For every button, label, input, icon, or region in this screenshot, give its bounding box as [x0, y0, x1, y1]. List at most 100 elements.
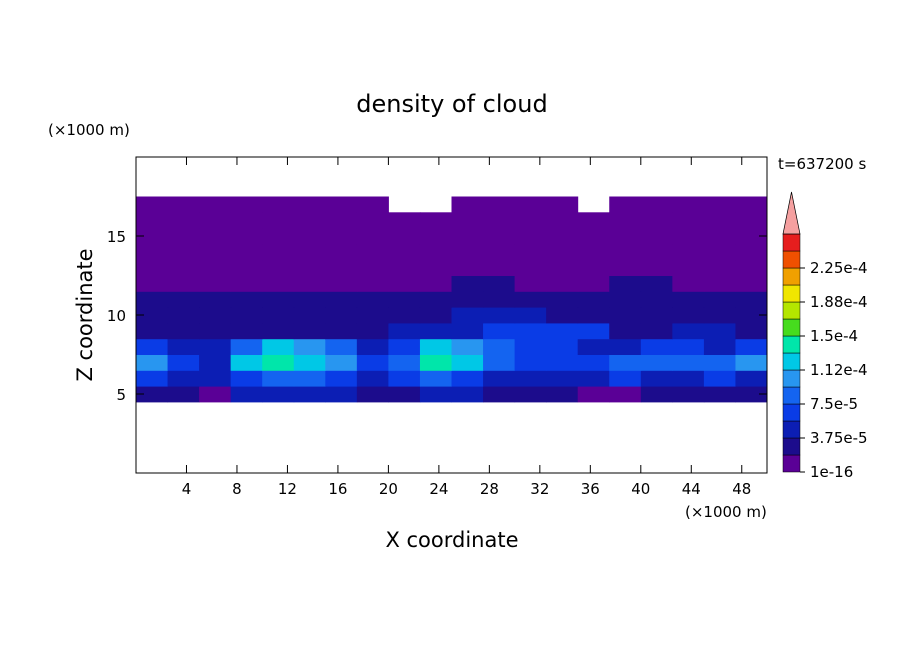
contour-cell: [609, 338, 642, 355]
contour-cell: [672, 212, 705, 229]
contour-cell: [735, 370, 768, 387]
contour-cell: [293, 354, 326, 371]
contour-cell: [703, 370, 736, 387]
contour-cell: [325, 196, 358, 213]
contour-cell: [419, 259, 452, 276]
contour-cell: [609, 291, 642, 308]
contour-cell: [419, 228, 452, 245]
colorbar-tick-label: 3.75e-5: [810, 429, 868, 447]
contour-cell: [672, 354, 705, 371]
contour-cell: [262, 212, 295, 229]
contour-cell: [451, 275, 484, 292]
contour-cell: [136, 307, 169, 324]
contour-cell: [230, 259, 263, 276]
contour-cell: [703, 291, 736, 308]
contour-cell: [199, 212, 232, 229]
contour-cell: [514, 370, 547, 387]
contour-cell: [167, 212, 200, 229]
contour-cell: [546, 291, 579, 308]
contour-cell: [293, 259, 326, 276]
x-tick-label: 48: [732, 480, 751, 498]
contour-cell: [419, 307, 452, 324]
contour-cell: [199, 370, 232, 387]
contour-cell: [483, 307, 516, 324]
contour-cell: [514, 338, 547, 355]
contour-cell: [230, 212, 263, 229]
contour-cell: [167, 354, 200, 371]
contour-cell: [199, 196, 232, 213]
contour-cell: [672, 196, 705, 213]
contour-cell: [356, 243, 389, 261]
contour-cell: [577, 212, 610, 229]
contour-cell: [356, 354, 389, 371]
contour-cell: [199, 228, 232, 245]
contour-cell: [356, 322, 389, 340]
contour-cell: [546, 259, 579, 276]
contour-cell: [640, 291, 673, 308]
contour-cell: [325, 386, 358, 403]
contour-cell: [230, 354, 263, 371]
contour-cell: [419, 386, 452, 403]
contour-cell: [735, 212, 768, 229]
contour-cell: [451, 291, 484, 308]
time-label: t=637200 s: [778, 155, 866, 173]
x-tick-label: 16: [328, 480, 347, 498]
contour-cell: [136, 322, 169, 340]
contour-cell: [167, 322, 200, 340]
contour-cell: [419, 291, 452, 308]
contour-cell: [293, 243, 326, 261]
contour-cell: [451, 212, 484, 229]
contour-cell: [325, 354, 358, 371]
contour-cell: [672, 243, 705, 261]
contour-cell: [483, 243, 516, 261]
contour-cell: [546, 228, 579, 245]
contour-cell: [609, 386, 642, 403]
contour-cell: [735, 338, 768, 355]
y-tick-label: 5: [116, 386, 126, 404]
contour-cell: [136, 259, 169, 276]
contour-cell: [735, 354, 768, 371]
x-tick-label: 36: [581, 480, 600, 498]
contour-cell: [230, 243, 263, 261]
contour-cell: [419, 322, 452, 340]
contour-cell: [451, 322, 484, 340]
contour-cell: [293, 322, 326, 340]
contour-cell: [514, 354, 547, 371]
contour-cell: [199, 291, 232, 308]
x-tick-label: 28: [480, 480, 499, 498]
contour-cell: [546, 243, 579, 261]
contour-cell: [293, 370, 326, 387]
contour-cell: [262, 322, 295, 340]
colorbar-segment: [782, 267, 801, 286]
contour-cell: [199, 307, 232, 324]
x-tick-label: 24: [429, 480, 448, 498]
contour-cell: [451, 386, 484, 403]
contour-cell: [293, 212, 326, 229]
contour-cell: [356, 228, 389, 245]
contour-cell: [325, 307, 358, 324]
contour-cell: [293, 228, 326, 245]
contour-cell: [483, 228, 516, 245]
contour-cell: [514, 196, 547, 213]
contour-cell: [262, 275, 295, 292]
x-unit: (×1000 m): [685, 503, 767, 521]
contour-cell: [199, 354, 232, 371]
colorbar-tick-label: 1e-16: [810, 463, 853, 481]
chart-title: density of cloud: [356, 90, 547, 118]
contour-cell: [419, 243, 452, 261]
contour-cell: [735, 228, 768, 245]
contour-cell: [136, 243, 169, 261]
contour-cell: [167, 370, 200, 387]
contour-cell: [514, 243, 547, 261]
contour-cell: [136, 212, 169, 229]
colorbar-over: [782, 191, 801, 235]
contour-cell: [230, 291, 263, 308]
contour-cell: [640, 354, 673, 371]
contour-cell: [167, 307, 200, 324]
contour-cell: [483, 370, 516, 387]
contour-cell: [136, 196, 169, 213]
colorbar-segment: [782, 454, 801, 473]
contour-cell: [419, 275, 452, 292]
contour-cell: [388, 243, 421, 261]
contour-cell: [703, 354, 736, 371]
